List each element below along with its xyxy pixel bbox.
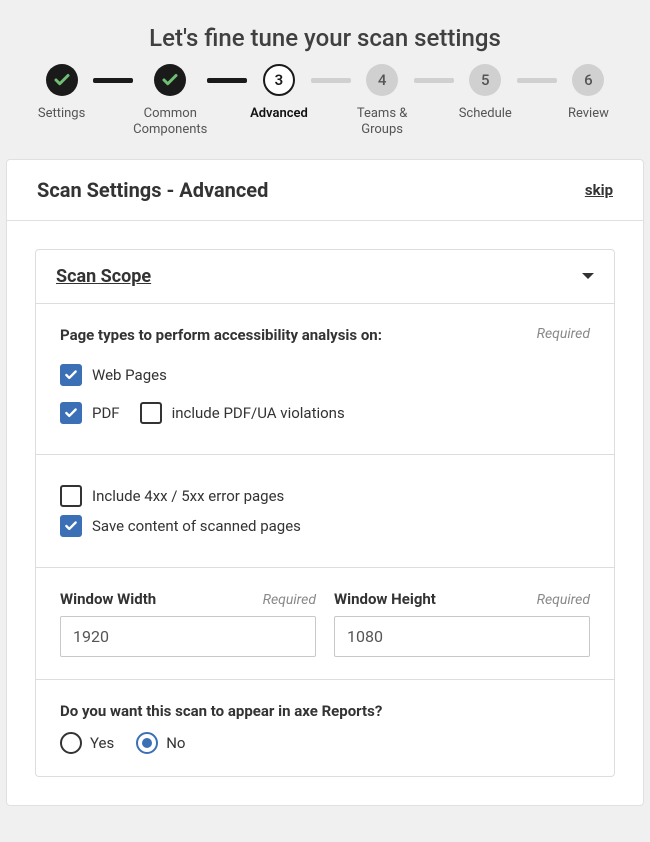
- window-height-input[interactable]: [334, 616, 590, 657]
- radio-icon: [136, 732, 158, 754]
- checkbox-web-pages[interactable]: Web Pages: [60, 364, 590, 386]
- step-common-components[interactable]: CommonComponents: [133, 64, 207, 139]
- radio-yes[interactable]: Yes: [60, 732, 114, 754]
- checkbox-icon: [60, 485, 82, 507]
- step-label: Teams &Groups: [357, 106, 408, 139]
- checkbox-icon: [60, 515, 82, 537]
- step-review[interactable]: 6 Review: [557, 64, 620, 122]
- step-teams-groups[interactable]: 4 Teams &Groups: [351, 64, 414, 139]
- axe-reports-section: Do you want this scan to appear in axe R…: [36, 680, 614, 776]
- step-advanced[interactable]: 3 Advanced: [247, 64, 310, 122]
- step-label: Review: [568, 106, 609, 122]
- step-settings[interactable]: Settings: [30, 64, 93, 122]
- step-schedule[interactable]: 5 Schedule: [454, 64, 517, 122]
- card-body: Scan Scope Page types to perform accessi…: [7, 221, 643, 805]
- window-width-input[interactable]: [60, 616, 316, 657]
- card-title: Scan Settings - Advanced: [37, 178, 268, 202]
- step-number: 4: [366, 64, 398, 96]
- window-width-field: Window Width Required: [60, 590, 316, 657]
- checkbox-label: PDF: [92, 404, 120, 422]
- stepper: Settings CommonComponents 3 Advanced 4 T…: [0, 64, 650, 159]
- page-types-section: Page types to perform accessibility anal…: [36, 304, 614, 455]
- field-label: Window Height: [334, 590, 436, 608]
- radio-label: No: [166, 734, 185, 752]
- checkbox-pdf-ua[interactable]: include PDF/UA violations: [140, 402, 345, 424]
- checkbox-label: Web Pages: [92, 366, 167, 384]
- check-icon: [154, 64, 186, 96]
- error-save-section: Include 4xx / 5xx error pages Save conte…: [36, 455, 614, 568]
- checkbox-label: include PDF/UA violations: [172, 404, 345, 422]
- step-label: CommonComponents: [133, 106, 207, 139]
- checkbox-icon: [60, 364, 82, 386]
- required-label: Required: [263, 592, 316, 608]
- accordion-header[interactable]: Scan Scope: [36, 250, 614, 304]
- checkbox-save-content[interactable]: Save content of scanned pages: [60, 515, 590, 537]
- step-label: Schedule: [459, 106, 512, 122]
- window-dimensions-section: Window Width Required Window Height Requ…: [36, 568, 614, 680]
- step-connector: [311, 78, 351, 83]
- settings-card: Scan Settings - Advanced skip Scan Scope…: [6, 159, 644, 806]
- step-label: Settings: [38, 106, 85, 122]
- scan-scope-accordion: Scan Scope Page types to perform accessi…: [35, 249, 615, 777]
- page-types-label: Page types to perform accessibility anal…: [60, 326, 382, 344]
- checkbox-include-errors[interactable]: Include 4xx / 5xx error pages: [60, 485, 590, 507]
- radio-icon: [60, 732, 82, 754]
- step-connector: [93, 78, 133, 83]
- checkbox-icon: [60, 402, 82, 424]
- skip-link[interactable]: skip: [585, 181, 613, 199]
- accordion-title: Scan Scope: [56, 266, 151, 287]
- step-connector: [517, 78, 557, 83]
- chevron-down-icon: [582, 273, 594, 279]
- radio-no[interactable]: No: [136, 732, 185, 754]
- field-label: Window Width: [60, 590, 156, 608]
- step-number: 3: [263, 64, 295, 96]
- check-icon: [46, 64, 78, 96]
- required-label: Required: [537, 592, 590, 608]
- step-connector: [414, 78, 454, 83]
- page-title: Let's fine tune your scan settings: [0, 0, 650, 64]
- step-connector: [207, 78, 247, 83]
- checkbox-label: Include 4xx / 5xx error pages: [92, 487, 284, 505]
- axe-reports-question: Do you want this scan to appear in axe R…: [60, 702, 590, 720]
- checkbox-label: Save content of scanned pages: [92, 517, 301, 535]
- required-label: Required: [537, 326, 590, 342]
- radio-label: Yes: [90, 734, 114, 752]
- card-header: Scan Settings - Advanced skip: [7, 160, 643, 221]
- checkbox-pdf[interactable]: PDF: [60, 402, 120, 424]
- window-height-field: Window Height Required: [334, 590, 590, 657]
- step-number: 5: [469, 64, 501, 96]
- step-label: Advanced: [250, 106, 308, 122]
- step-number: 6: [572, 64, 604, 96]
- checkbox-icon: [140, 402, 162, 424]
